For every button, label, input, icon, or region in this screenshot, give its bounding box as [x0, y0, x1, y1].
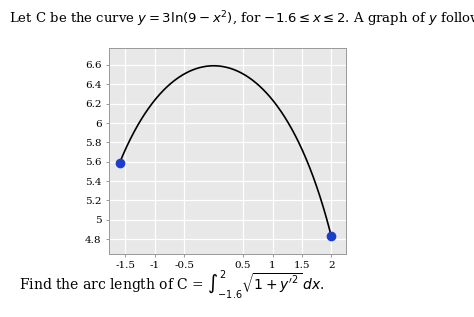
- Text: Find the arc length of C = $\int_{-1.6}^{2} \sqrt{1 + y'^2}\, dx$.: Find the arc length of C = $\int_{-1.6}^…: [19, 268, 325, 301]
- Text: Let C be the curve $y = 3\ln(9 - x^2)$, for $-1.6 \leq x \leq 2$. A graph of $y$: Let C be the curve $y = 3\ln(9 - x^2)$, …: [9, 10, 474, 29]
